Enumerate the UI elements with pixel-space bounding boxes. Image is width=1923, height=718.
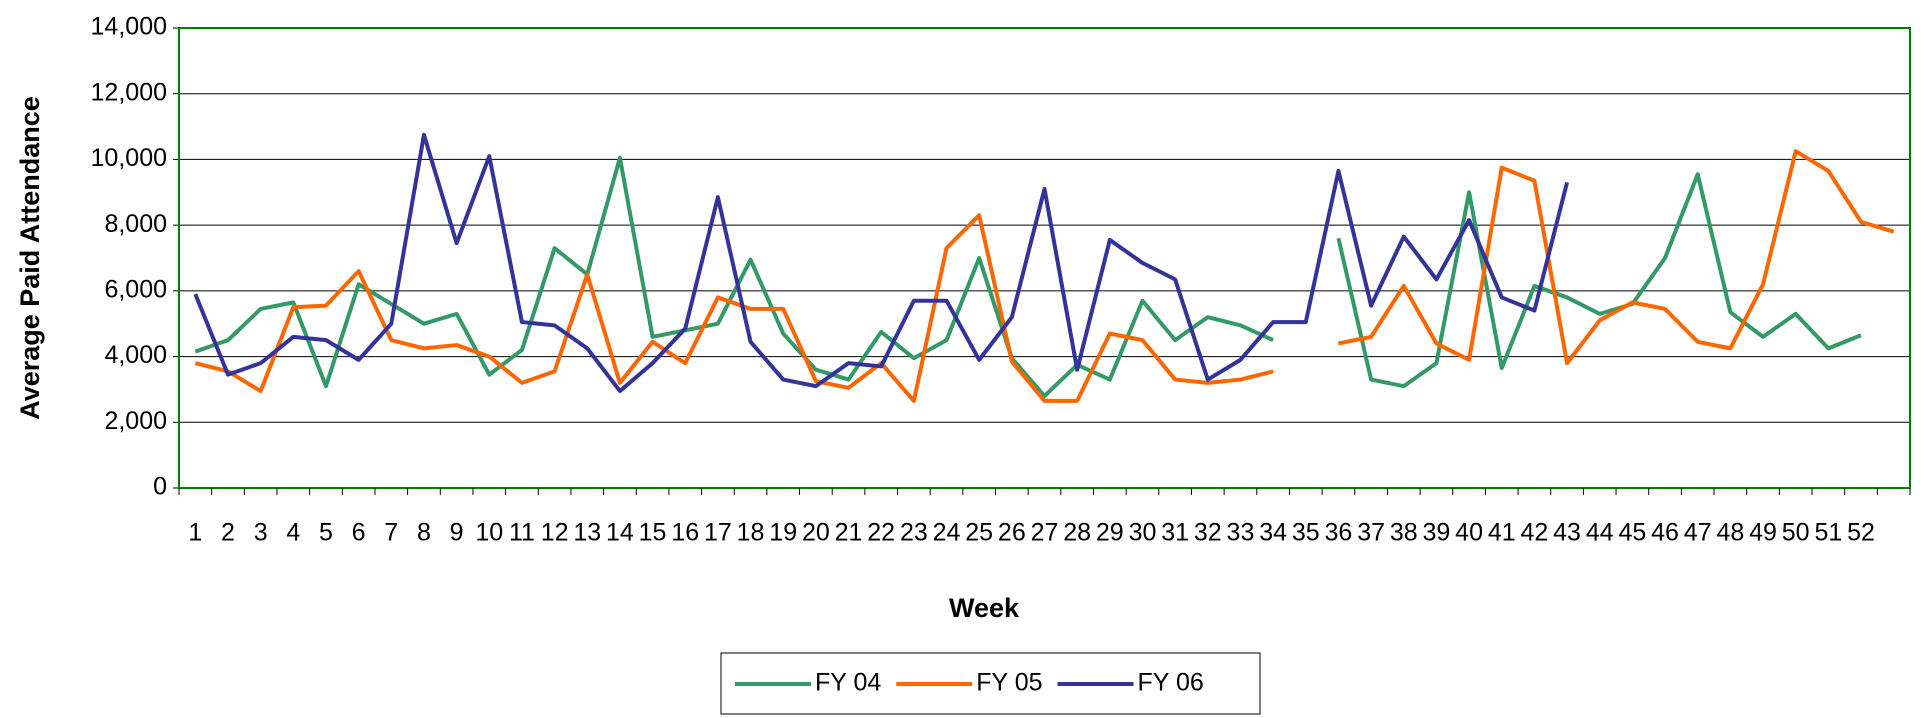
legend-label: FY 04: [815, 669, 881, 697]
x-tick-label: 36: [1325, 519, 1353, 547]
x-tick-label: 50: [1782, 519, 1810, 547]
x-tick-label: 18: [737, 519, 765, 547]
x-tick-label: 29: [1096, 519, 1124, 547]
x-tick-label: 38: [1390, 519, 1418, 547]
x-tick-label: 19: [769, 519, 797, 547]
x-tick-label: 37: [1357, 519, 1385, 547]
y-tick-label: 10,000: [91, 144, 167, 172]
x-tick-label: 31: [1161, 519, 1189, 547]
x-tick-label: 21: [835, 519, 863, 547]
x-tick-label: 33: [1227, 519, 1255, 547]
series-line: [1338, 149, 1895, 366]
x-tick-label: 52: [1847, 519, 1875, 547]
x-tick-label: 44: [1586, 519, 1614, 547]
y-axis-title: Average Paid Attendance: [15, 96, 45, 420]
x-tick-label: 8: [417, 519, 431, 547]
x-tick-label: 14: [606, 519, 634, 547]
y-tick-label: 0: [153, 473, 167, 501]
x-tick-label: 51: [1814, 519, 1842, 547]
series-line: [194, 213, 1274, 403]
x-tick-label: 7: [384, 519, 398, 547]
x-tick-label: 6: [352, 519, 366, 547]
legend-label: FY 06: [1138, 669, 1204, 697]
x-tick-label: 16: [671, 519, 699, 547]
x-tick-label: 25: [965, 519, 993, 547]
y-tick-label: 12,000: [91, 78, 167, 106]
x-tick-label: 24: [933, 519, 961, 547]
y-tick-label: 6,000: [104, 275, 167, 303]
x-tick-label: 5: [319, 519, 333, 547]
x-tick-label: 43: [1553, 519, 1581, 547]
x-tick-label: 34: [1259, 519, 1287, 547]
x-tick-label: 46: [1651, 519, 1679, 547]
legend-label: FY 05: [976, 669, 1042, 697]
series-line: [194, 155, 1274, 398]
series-line: [193, 132, 1570, 394]
x-tick-label: 2: [221, 519, 235, 547]
y-tick-label: 4,000: [104, 341, 167, 369]
y-tick-label: 14,000: [91, 13, 167, 41]
y-tick-label: 2,000: [104, 407, 167, 435]
x-tick-label: 3: [254, 519, 268, 547]
x-tick-label: 28: [1063, 519, 1091, 547]
y-tick-label: 8,000: [104, 210, 167, 238]
x-tick-label: 11: [509, 519, 535, 547]
x-tick-label: 4: [286, 519, 300, 547]
series-line: [1336, 172, 1862, 389]
x-tick-label: 32: [1194, 519, 1222, 547]
x-tick-label: 10: [475, 519, 503, 547]
x-tick-label: 22: [867, 519, 895, 547]
x-tick-label: 23: [900, 519, 928, 547]
x-tick-label: 48: [1716, 519, 1744, 547]
x-tick-label: 47: [1684, 519, 1712, 547]
x-axis-title: Week: [949, 593, 1020, 623]
x-tick-label: 15: [639, 519, 667, 547]
x-tick-label: 49: [1749, 519, 1777, 547]
x-tick-label: 30: [1129, 519, 1157, 547]
x-tick-label: 1: [188, 519, 202, 547]
x-tick-label: 42: [1520, 519, 1548, 547]
plot-frame: [178, 27, 1911, 489]
x-tick-label: 9: [450, 519, 464, 547]
x-tick-label: 27: [1031, 519, 1059, 547]
x-tick-label: 26: [998, 519, 1026, 547]
x-tick-label: 13: [573, 519, 601, 547]
x-tick-label: 20: [802, 519, 830, 547]
x-tick-label: 40: [1455, 519, 1483, 547]
x-tick-label: 41: [1488, 519, 1516, 547]
x-tick-label: 35: [1292, 519, 1320, 547]
x-tick-label: 39: [1423, 519, 1451, 547]
x-tick-label: 45: [1618, 519, 1646, 547]
x-tick-label: 17: [704, 519, 732, 547]
x-tick-label: 12: [541, 519, 569, 547]
